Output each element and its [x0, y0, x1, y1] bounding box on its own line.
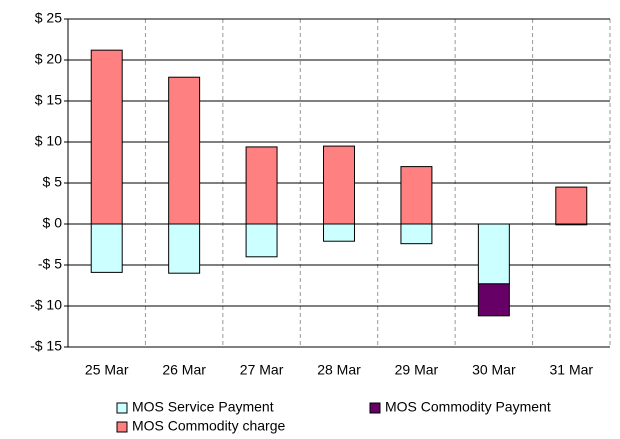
x-tick-label: 27 Mar	[240, 362, 284, 378]
y-tick-label: -$ 10	[30, 297, 62, 313]
x-tick-label: 29 Mar	[395, 362, 439, 378]
x-tick-label: 31 Mar	[549, 362, 593, 378]
bar	[477, 283, 510, 317]
bar	[245, 146, 278, 225]
bar	[168, 76, 201, 225]
legend-label: MOS Service Payment	[132, 399, 274, 415]
bar	[555, 186, 588, 225]
bar	[323, 145, 355, 225]
legend-label: MOS Commodity charge	[132, 418, 285, 434]
bar	[245, 223, 278, 258]
legend-swatch	[116, 421, 128, 433]
y-tick-label: $ 0	[43, 215, 63, 231]
y-tick-label: $ 20	[35, 51, 62, 67]
x-tick-label: 30 Mar	[472, 362, 516, 378]
y-tick-label: $ 10	[35, 133, 62, 149]
legend-swatch	[369, 402, 381, 414]
bar	[400, 166, 433, 225]
bar	[90, 223, 123, 273]
legend-label: MOS Commodity Payment	[385, 399, 551, 415]
bar	[477, 223, 510, 285]
bar	[90, 49, 123, 225]
bar	[168, 223, 201, 274]
x-tick-label: 26 Mar	[162, 362, 206, 378]
y-tick-label: $ 5	[43, 174, 63, 190]
y-tick-label: -$ 15	[30, 338, 62, 354]
y-tick-label: -$ 5	[38, 256, 62, 272]
bar	[323, 223, 355, 242]
legend-swatch	[116, 402, 128, 414]
y-tick-label: $ 25	[35, 10, 62, 26]
y-tick-label: $ 15	[35, 92, 62, 108]
x-tick-label: 25 Mar	[85, 362, 129, 378]
x-tick-label: 28 Mar	[317, 362, 361, 378]
bar	[400, 223, 433, 245]
